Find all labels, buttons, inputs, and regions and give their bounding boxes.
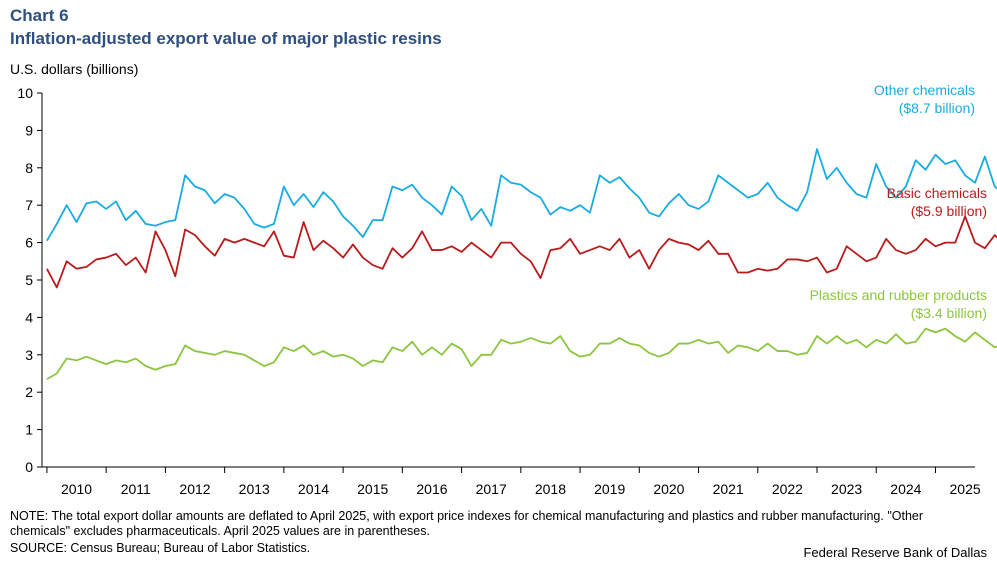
series-line-plastics [46, 327, 997, 380]
x-tick-label: 2025 [950, 481, 981, 497]
x-tick-label: 2019 [594, 481, 625, 497]
x-tick-label: 2020 [653, 481, 684, 497]
y-tick-label: 2 [25, 384, 33, 400]
x-tick-label: 2022 [772, 481, 803, 497]
x-tick-label: 2017 [476, 481, 507, 497]
x-tick-label: 2012 [179, 481, 210, 497]
y-tick-label: 5 [25, 272, 33, 288]
x-tick-label: 2013 [239, 481, 270, 497]
series-line-basic [46, 215, 997, 289]
x-tick-label: 2016 [416, 481, 447, 497]
y-tick-label: 6 [25, 235, 33, 251]
series-label-plastics: Plastics and rubber products [810, 287, 987, 303]
series-label-other: Other chemicals [874, 82, 975, 98]
x-tick-label: 2010 [61, 481, 92, 497]
x-tick-label: 2014 [298, 481, 329, 497]
x-tick-label: 2024 [890, 481, 921, 497]
x-tick-label: 2018 [535, 481, 566, 497]
x-tick-label: 2011 [121, 481, 151, 497]
y-axis-label: U.S. dollars (billions) [10, 61, 139, 77]
y-tick-label: 1 [25, 422, 33, 438]
chart-number: Chart 6 [10, 6, 69, 25]
series-labels: Other chemicals ($8.7 billion) Basic chemi… [810, 82, 987, 321]
chart-credit: Federal Reserve Bank of Dallas [803, 545, 987, 560]
series-layer [46, 148, 997, 380]
chart-source: SOURCE: Census Bureau; Bureau of Labor S… [10, 541, 311, 555]
y-tick-label: 10 [17, 85, 33, 101]
series-label-plastics: ($3.4 billion) [911, 305, 987, 321]
series-label-basic: ($5.9 billion) [911, 203, 987, 219]
x-tick-label: 2015 [357, 481, 388, 497]
y-tick-label: 9 [25, 122, 33, 138]
chart-note: NOTE: The total export dollar amounts ar… [10, 509, 924, 538]
y-tick-label: 0 [25, 459, 33, 475]
y-tick-label: 7 [25, 197, 33, 213]
series-line-other [46, 148, 997, 242]
series-label-other: ($8.7 billion) [899, 100, 975, 116]
chart-axes: 0 1 2 3 4 5 6 7 8 9 10 2010 2011 2012 2013 2014 2015 2016… [17, 85, 980, 497]
y-tick-label: 8 [25, 160, 33, 176]
chart-title: Inflation-adjusted export value of major… [10, 29, 442, 48]
x-tick-label: 2021 [713, 481, 744, 497]
series-label-basic: Basic chemicals [887, 185, 987, 201]
y-tick-label: 4 [25, 309, 33, 325]
y-tick-label: 3 [25, 347, 33, 363]
x-tick-label: 2023 [831, 481, 862, 497]
